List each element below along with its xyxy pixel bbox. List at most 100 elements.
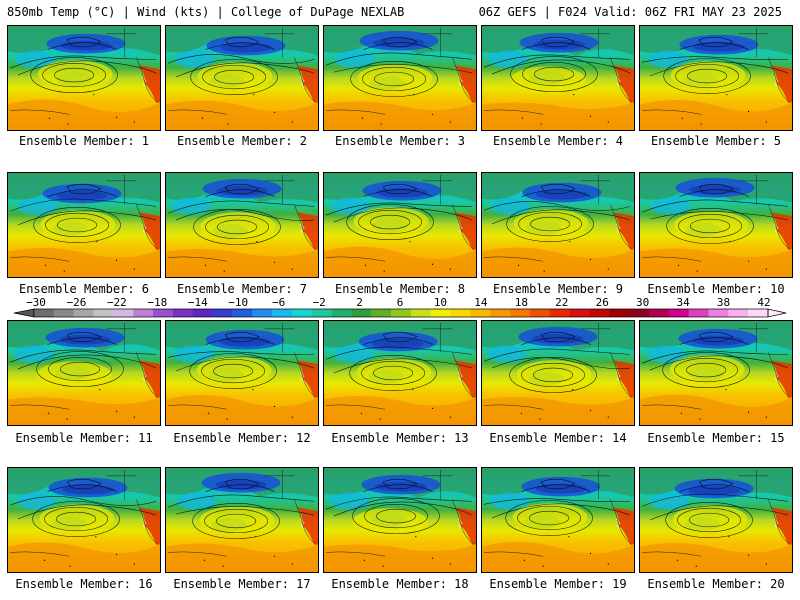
colorbar-segment [728, 309, 749, 317]
ensemble-map-panel [481, 172, 635, 278]
colorbar-tick-label: 14 [474, 296, 488, 309]
colorbar-segment [391, 309, 412, 317]
ensemble-member-caption: Ensemble Member: 12 [173, 431, 311, 445]
ensemble-map-panel [323, 172, 477, 278]
ensemble-map-panel [165, 25, 319, 131]
colorbar-left-arrow [13, 308, 35, 318]
ensemble-map-panel [639, 320, 793, 426]
colorbar-segment [688, 309, 709, 317]
colorbar-tick-label: −6 [272, 296, 285, 309]
colorbar-segment [470, 309, 491, 317]
colorbar-segment [311, 309, 332, 317]
colorbar-segment [748, 309, 769, 317]
ensemble-map-panel [323, 320, 477, 426]
colorbar-tick-label: 10 [434, 296, 447, 309]
colorbar-segment [34, 309, 55, 317]
colorbar-segment [232, 309, 253, 317]
colorbar-right-arrow [767, 308, 787, 318]
colorbar-tick-label: 6 [397, 296, 404, 309]
colorbar-segment [212, 309, 233, 317]
colorbar-tick-label: 42 [757, 296, 770, 309]
colorbar-tick-label: 2 [356, 296, 363, 309]
ensemble-map-panel [165, 320, 319, 426]
colorbar-tick-label: −26 [67, 296, 87, 309]
ensemble-map-panel [7, 25, 161, 131]
colorbar-tick-label: −10 [228, 296, 248, 309]
colorbar-segment [549, 309, 570, 317]
colorbar-tick-label: 38 [717, 296, 730, 309]
colorbar-segment [53, 309, 74, 317]
colorbar-segment [648, 309, 670, 317]
colorbar-tick-label: 18 [515, 296, 528, 309]
colorbar-segment [708, 309, 729, 317]
ensemble-member-caption: Ensemble Member: 10 [647, 282, 785, 296]
colorbar-segment [113, 309, 134, 317]
colorbar-tick-label: 30 [636, 296, 649, 309]
ensemble-map-panel [323, 467, 477, 573]
ensemble-member-caption: Ensemble Member: 5 [650, 134, 782, 148]
ensemble-map-panel [639, 467, 793, 573]
colorbar-segment [153, 309, 174, 317]
ensemble-member-caption: Ensemble Member: 13 [331, 431, 469, 445]
colorbar-svg: −30 −26 −22 −18 −14 −10 −6 −2 2 6 10 14 18 22 26 30 34 38… [13, 296, 787, 318]
colorbar-segment [609, 309, 630, 317]
colorbar-tick-label: 26 [596, 296, 609, 309]
colorbar-segment [629, 309, 650, 317]
ensemble-member-caption: Ensemble Member: 2 [176, 134, 308, 148]
ensemble-member-caption: Ensemble Member: 3 [334, 134, 466, 148]
ensemble-map-panel [165, 467, 319, 573]
colorbar-tick-label: −14 [188, 296, 208, 309]
ensemble-member-caption: Ensemble Member: 4 [492, 134, 624, 148]
ensemble-member-caption: Ensemble Member: 1 [18, 134, 150, 148]
colorbar-segment [331, 309, 352, 317]
ensemble-member-caption: Ensemble Member: 11 [15, 431, 153, 445]
ensemble-member-caption: Ensemble Member: 19 [489, 577, 627, 591]
colorbar-segment [93, 309, 114, 317]
header-title-right: 06Z GEFS | F024 Valid: 06Z FRI MAY 23 20… [478, 5, 782, 19]
colorbar-segment [291, 309, 313, 317]
ensemble-member-caption: Ensemble Member: 6 [18, 282, 150, 296]
colorbar-segment [252, 309, 273, 317]
colorbar-frame [33, 308, 769, 318]
colorbar-tick-label: −22 [107, 296, 127, 309]
ensemble-member-caption: Ensemble Member: 7 [176, 282, 308, 296]
colorbar-segment [371, 309, 392, 317]
temperature-colorbar: −30 −26 −22 −18 −14 −10 −6 −2 2 6 10 14 18 22 26 30 34 38… [0, 296, 800, 320]
colorbar-tick-label: −30 [26, 296, 46, 309]
ensemble-map-panel [639, 25, 793, 131]
colorbar-segment [272, 309, 293, 317]
ensemble-map-panel [323, 25, 477, 131]
ensemble-member-caption: Ensemble Member: 17 [173, 577, 311, 591]
colorbar-segment [192, 309, 213, 317]
ensemble-map-panel [165, 172, 319, 278]
colorbar-segment [73, 309, 94, 317]
colorbar-segment [569, 309, 590, 317]
colorbar-segment [510, 309, 531, 317]
ensemble-member-caption: Ensemble Member: 14 [489, 431, 627, 445]
colorbar-segment [410, 309, 432, 317]
colorbar-segment [589, 309, 610, 317]
colorbar-segment [430, 309, 451, 317]
colorbar-segment [668, 309, 689, 317]
ensemble-map-panel [481, 320, 635, 426]
ensemble-member-caption: Ensemble Member: 8 [334, 282, 466, 296]
colorbar-segment [172, 309, 194, 317]
ensemble-member-caption: Ensemble Member: 16 [15, 577, 153, 591]
colorbar-segment [529, 309, 551, 317]
ensemble-map-panel [7, 467, 161, 573]
colorbar-segment [133, 309, 154, 317]
colorbar-segment [351, 309, 372, 317]
colorbar-tick-label: 34 [676, 296, 690, 309]
ensemble-member-caption: Ensemble Member: 9 [492, 282, 624, 296]
colorbar-segment [450, 309, 471, 317]
ensemble-map-panel [639, 172, 793, 278]
header-title-left: 850mb Temp (°C) | Wind (kts) | College o… [7, 5, 405, 19]
ensemble-map-panel [481, 25, 635, 131]
ensemble-map-panel [7, 172, 161, 278]
colorbar-tick-label: −2 [312, 296, 325, 309]
colorbar-segment [490, 309, 511, 317]
ensemble-member-caption: Ensemble Member: 18 [331, 577, 469, 591]
colorbar-tick-label: −18 [147, 296, 167, 309]
ensemble-member-caption: Ensemble Member: 20 [647, 577, 785, 591]
ensemble-map-panel [7, 320, 161, 426]
